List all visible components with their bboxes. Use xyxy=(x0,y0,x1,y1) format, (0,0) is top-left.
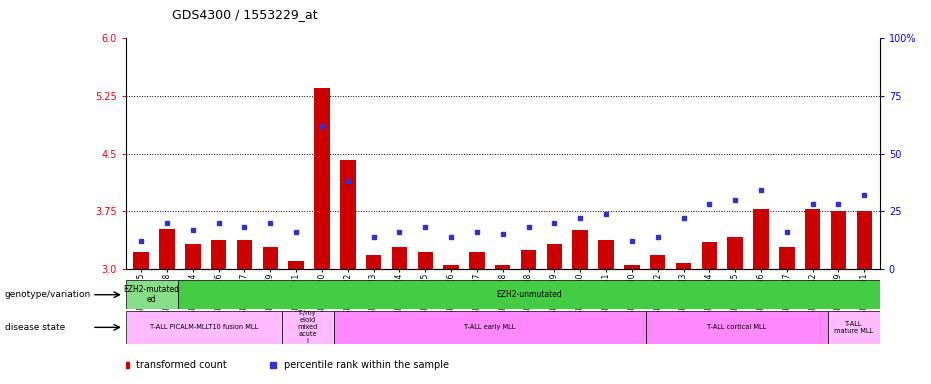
Bar xyxy=(599,240,614,269)
Bar xyxy=(236,240,252,269)
Bar xyxy=(392,247,407,269)
Bar xyxy=(443,265,459,269)
Bar xyxy=(520,250,536,269)
Bar xyxy=(333,311,646,344)
Bar xyxy=(417,252,433,269)
Text: genotype/variation: genotype/variation xyxy=(5,290,91,299)
Bar xyxy=(282,311,333,344)
Text: transformed count: transformed count xyxy=(136,360,227,370)
Text: EZH2-mutated
ed: EZH2-mutated ed xyxy=(124,285,180,305)
Text: T-ALL
mature MLL: T-ALL mature MLL xyxy=(834,321,873,334)
Bar xyxy=(779,247,794,269)
Text: T-ALL cortical MLL: T-ALL cortical MLL xyxy=(708,324,766,330)
Text: T-ALL early MLL: T-ALL early MLL xyxy=(464,324,516,330)
Bar xyxy=(289,261,304,269)
Bar xyxy=(546,244,562,269)
Text: disease state: disease state xyxy=(5,323,65,332)
Bar xyxy=(211,240,226,269)
Bar xyxy=(830,211,846,269)
Bar xyxy=(366,255,382,269)
Bar xyxy=(753,209,769,269)
Bar xyxy=(805,209,820,269)
Text: EZH2-unmutated: EZH2-unmutated xyxy=(496,290,561,299)
Bar xyxy=(133,252,149,269)
Bar xyxy=(573,230,588,269)
Bar xyxy=(159,229,175,269)
Text: T-ALL PICALM-MLLT10 fusion MLL: T-ALL PICALM-MLLT10 fusion MLL xyxy=(150,324,258,330)
Bar xyxy=(727,237,743,269)
Bar xyxy=(340,160,356,269)
Bar xyxy=(126,311,282,344)
Text: GDS4300 / 1553229_at: GDS4300 / 1553229_at xyxy=(172,8,317,21)
Bar xyxy=(185,244,200,269)
Bar xyxy=(314,88,330,269)
Bar xyxy=(676,263,691,269)
Bar xyxy=(646,311,828,344)
Bar xyxy=(857,211,872,269)
Bar xyxy=(624,265,640,269)
Bar xyxy=(650,255,666,269)
Bar xyxy=(469,252,485,269)
Bar xyxy=(702,242,717,269)
Bar xyxy=(126,280,178,309)
Bar xyxy=(263,247,278,269)
Bar xyxy=(495,265,510,269)
Text: percentile rank within the sample: percentile rank within the sample xyxy=(284,360,449,370)
Text: T-/my
eloid
mixed
acute
l: T-/my eloid mixed acute l xyxy=(298,310,317,344)
Bar xyxy=(828,311,880,344)
